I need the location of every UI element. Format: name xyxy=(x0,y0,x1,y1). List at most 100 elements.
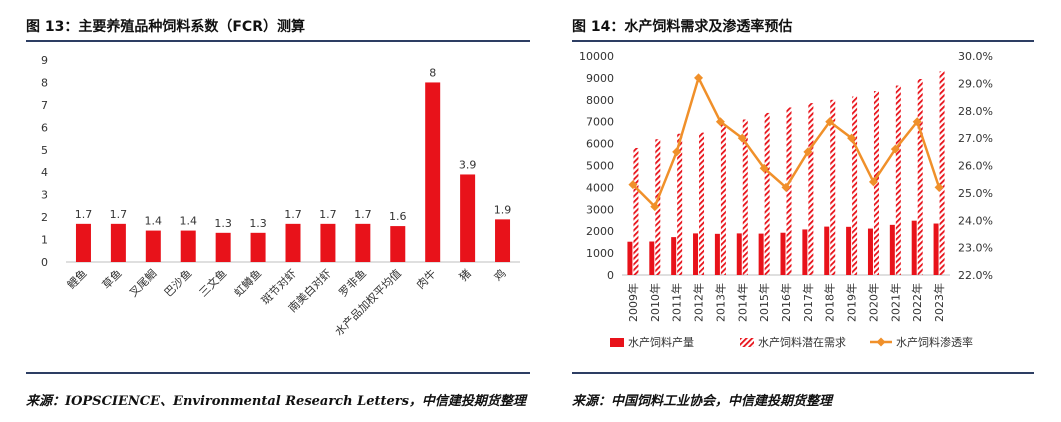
penetration-point xyxy=(912,117,922,127)
demand-left-tick-label: 9000 xyxy=(586,72,614,85)
fcr-bar xyxy=(320,223,336,262)
production-bar xyxy=(671,237,677,275)
fcr-data-label: 1.4 xyxy=(179,215,197,228)
fcr-bottom-rule xyxy=(26,372,530,374)
fcr-category-label: 肉牛 xyxy=(413,266,438,291)
potential-demand-bar xyxy=(895,85,901,275)
demand-year-label: 2015年 xyxy=(757,283,771,322)
production-bar xyxy=(693,233,699,275)
demand-year-label: 2014年 xyxy=(735,283,749,322)
fcr-data-label: 1.9 xyxy=(494,203,512,216)
demand-right-tick-label: 24.0% xyxy=(958,214,993,227)
demand-year-label: 2016年 xyxy=(779,283,793,322)
fcr-bar xyxy=(390,226,406,262)
fcr-data-label: 1.7 xyxy=(75,208,93,221)
potential-demand-bar xyxy=(830,99,836,275)
fcr-data-label: 1.3 xyxy=(249,217,266,230)
production-bar xyxy=(824,226,830,275)
fcr-bar xyxy=(250,232,266,262)
legend-swatch-demand xyxy=(740,338,754,347)
production-bar xyxy=(627,241,633,275)
potential-demand-bar xyxy=(808,103,814,276)
fcr-y-tick-label: 6 xyxy=(41,121,48,134)
fcr-data-label: 1.4 xyxy=(145,215,163,228)
fcr-category-label: 虹鳟鱼 xyxy=(231,266,264,299)
demand-right-tick-label: 26.0% xyxy=(958,160,993,173)
fcr-data-label: 8 xyxy=(429,66,436,79)
penetration-point xyxy=(868,177,878,187)
production-bar xyxy=(911,220,917,275)
fcr-y-tick-label: 8 xyxy=(41,76,48,89)
production-bar xyxy=(846,226,852,275)
fcr-data-label: 3.9 xyxy=(459,158,477,171)
penetration-point xyxy=(803,147,813,157)
demand-year-label: 2023年 xyxy=(932,283,946,322)
penetration-point xyxy=(890,144,900,154)
fcr-title-rule xyxy=(26,40,530,42)
fcr-category-label: 罗非鱼 xyxy=(336,266,369,299)
feed-demand-bottom-rule xyxy=(572,372,1034,374)
fcr-category-label: 猪 xyxy=(457,267,474,284)
production-bar xyxy=(780,232,786,275)
feed-demand-source-note: 来源：中国饲料工业协会，中信建投期货整理 xyxy=(572,394,833,409)
fcr-category-label: 三文鱼 xyxy=(196,266,229,299)
feed-demand-title-rule xyxy=(572,40,1034,42)
demand-left-tick-label: 2000 xyxy=(586,225,614,238)
potential-demand-bar xyxy=(764,112,770,275)
production-bar xyxy=(736,233,742,275)
fcr-data-label: 1.7 xyxy=(319,208,337,221)
fcr-bar xyxy=(180,230,196,262)
potential-demand-bar xyxy=(742,119,748,275)
penetration-point xyxy=(737,133,747,143)
production-bar xyxy=(649,241,655,275)
potential-demand-bar xyxy=(677,133,683,275)
demand-left-tick-label: 6000 xyxy=(586,138,614,151)
fcr-category-label: 鲤鱼 xyxy=(64,266,89,291)
demand-left-tick-label: 0 xyxy=(607,269,614,282)
fcr-category-label: 鸡 xyxy=(491,266,509,284)
demand-year-label: 2022年 xyxy=(910,283,924,322)
potential-demand-bar xyxy=(939,71,945,275)
penetration-point xyxy=(672,147,682,157)
penetration-point xyxy=(825,117,835,127)
demand-year-label: 2018年 xyxy=(823,283,837,322)
feed-demand-combo-chart: 0 1000 2000 3000 4000 5000 6000 7000 8000 9000 100… xyxy=(579,50,993,349)
fcr-data-label: 1.6 xyxy=(389,210,407,223)
production-bar xyxy=(758,233,764,275)
demand-year-label: 2017年 xyxy=(801,283,815,322)
fcr-bar xyxy=(495,219,511,262)
fcr-bar xyxy=(460,174,476,262)
demand-left-tick-label: 3000 xyxy=(586,203,614,216)
fcr-data-label: 1.7 xyxy=(354,208,372,221)
penetration-point xyxy=(759,163,769,173)
demand-year-label: 2020年 xyxy=(866,283,880,322)
legend-marker-penetration xyxy=(876,337,886,347)
fcr-bar xyxy=(425,82,441,262)
legend-label-penetration: 水产饲料渗透率 xyxy=(896,335,973,349)
fcr-category-label: 叉尾鮰 xyxy=(126,266,159,299)
demand-right-tick-label: 29.0% xyxy=(958,77,993,90)
demand-right-tick-label: 30.0% xyxy=(958,50,993,63)
penetration-point xyxy=(715,117,725,127)
fcr-bar xyxy=(285,223,301,262)
fcr-y-tick-label: 1 xyxy=(41,234,48,247)
demand-year-label: 2012年 xyxy=(692,283,706,322)
penetration-point xyxy=(694,73,704,83)
penetration-point xyxy=(781,182,791,192)
potential-demand-bar xyxy=(786,107,792,275)
demand-left-tick-label: 1000 xyxy=(586,247,614,260)
fcr-bar-chart: 0 1 2 3 4 5 6 7 8 9 1.7 鲤鱼 1.7 草鱼 1.4 叉尾鮰 1.4 巴沙鱼 1.3 三文鱼 1.… xyxy=(41,54,520,338)
legend-label-production: 水产饲料产量 xyxy=(628,335,694,349)
demand-left-tick-label: 8000 xyxy=(586,94,614,107)
demand-year-label: 2013年 xyxy=(713,283,727,322)
legend-label-demand: 水产饲料潜在需求 xyxy=(758,335,846,349)
fcr-bar xyxy=(215,232,231,262)
fcr-source-note: 来源：IOPSCIENCE、Environmental Research Let… xyxy=(26,394,526,409)
fcr-y-tick-label: 2 xyxy=(41,211,48,224)
demand-year-label: 2019年 xyxy=(845,283,859,322)
demand-year-label: 2021年 xyxy=(888,283,902,322)
legend-swatch-production xyxy=(610,338,624,347)
fcr-bar xyxy=(145,230,161,262)
demand-year-label: 2009年 xyxy=(626,283,640,322)
demand-left-tick-label: 5000 xyxy=(586,160,614,173)
